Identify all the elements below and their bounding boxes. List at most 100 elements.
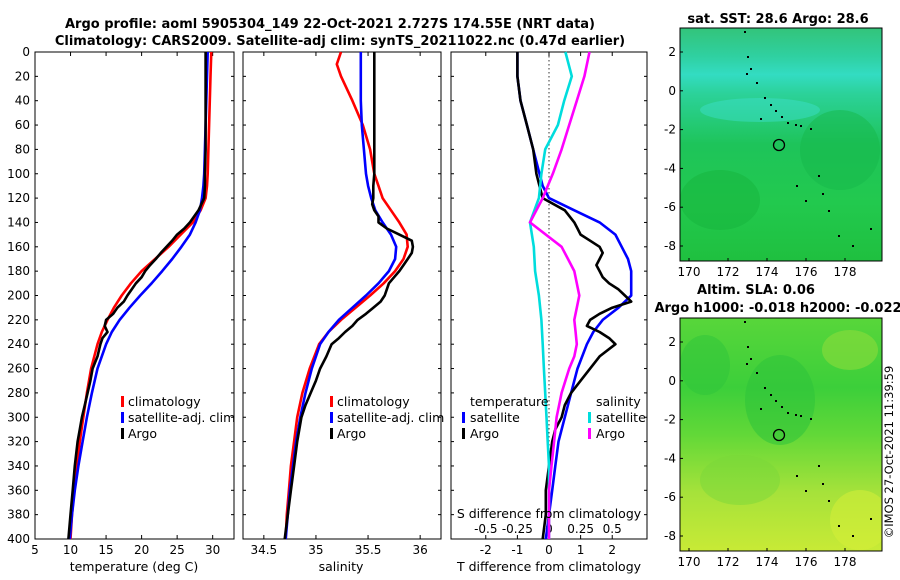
x-tick-label: 30 <box>205 543 220 557</box>
x-tick-label: 10 <box>63 543 78 557</box>
sla-argo-location-marker <box>772 428 786 442</box>
legend-satellite-adj: satellite-adj. clim <box>128 410 235 425</box>
temperature-legend: climatology satellite-adj. clim Argo <box>121 394 235 441</box>
island-speck <box>810 128 812 130</box>
map-x-tick-label: 178 <box>834 555 857 569</box>
legend-swatch-t-argo <box>462 428 465 439</box>
sst-coastline <box>744 31 872 247</box>
depth-tick-label: 380 <box>7 508 30 522</box>
island-speck <box>746 363 748 365</box>
x-tick-label: 25 <box>170 543 185 557</box>
map-y-tick-label: 2 <box>668 335 676 349</box>
depth-tick-label: 400 <box>7 532 30 546</box>
sla-map-title1: Altim. SLA: 0.06 <box>697 283 815 298</box>
island-speck <box>818 175 820 177</box>
salinity-legend: climatology satellite-adj. clim Argo <box>330 394 444 441</box>
map-x-tick-label: 176 <box>795 555 818 569</box>
map-y-tick-label: 0 <box>668 374 676 388</box>
map-x-tick-label: 170 <box>678 555 701 569</box>
legend-temperature-title: temperature <box>470 394 549 409</box>
s-diff-tick-label: 0.5 <box>603 522 622 536</box>
island-speck <box>796 185 798 187</box>
x-tick-label: -2 <box>480 543 492 557</box>
island-speck <box>764 387 766 389</box>
legend-climatology: climatology <box>337 394 410 409</box>
axes-group: 0204060801001201401601802002202402602803… <box>7 45 647 557</box>
legend-swatch-s-argo <box>588 428 591 439</box>
series-line-climatology <box>69 51 213 540</box>
map-y-tick-label: 0 <box>668 84 676 98</box>
legend-s-argo: Argo <box>596 426 625 441</box>
map-y-tick-label: -4 <box>664 451 676 465</box>
map-x-tick-label: 174 <box>756 265 779 279</box>
series-line-s-satellite <box>528 51 574 539</box>
depth-tick-label: 160 <box>7 240 30 254</box>
island-speck <box>795 124 797 126</box>
salinity-panel-frame <box>242 51 442 540</box>
island-speck <box>800 415 802 417</box>
island-speck <box>822 193 824 195</box>
island-speck <box>760 408 762 410</box>
s-diff-tick-label: -0.25 <box>502 522 533 536</box>
depth-tick-label: 300 <box>7 410 30 424</box>
sst-map-title: sat. SST: 28.6 Argo: 28.6 <box>687 12 868 27</box>
legend-swatch-argo <box>121 428 124 439</box>
x-tick-label: 35.5 <box>355 543 382 557</box>
sla-coastline <box>744 321 872 537</box>
island-speck <box>756 372 758 374</box>
legend-satellite-adj: satellite-adj. clim <box>337 410 444 425</box>
series-line-s-argo <box>528 51 591 539</box>
s-diff-tick-label: 0.25 <box>567 522 594 536</box>
map-y-tick-label: -8 <box>664 529 676 543</box>
depth-tick-label: 100 <box>7 167 30 181</box>
legend-salinity-title: salinity <box>596 394 641 409</box>
series-line-t-satellite <box>516 52 633 540</box>
island-speck <box>744 321 746 323</box>
island-speck <box>787 412 789 414</box>
depth-tick-label: 280 <box>7 386 30 400</box>
map-x-tick-label: 170 <box>678 265 701 279</box>
legend-t-argo: Argo <box>470 426 499 441</box>
legend-swatch-t-satellite <box>462 412 465 423</box>
plot-title-line1: Argo profile: aoml 5905304_149 22-Oct-20… <box>65 17 595 32</box>
depth-tick-label: 40 <box>15 94 30 108</box>
island-speck <box>800 125 802 127</box>
island-speck <box>822 483 824 485</box>
island-speck <box>838 235 840 237</box>
island-speck <box>750 68 752 70</box>
island-speck <box>805 200 807 202</box>
temperature-xlabel: temperature (deg C) <box>70 559 199 574</box>
s-diff-tick-label: -0.5 <box>474 522 497 536</box>
series-line-argo <box>67 52 207 540</box>
island-speck <box>870 518 872 520</box>
x-tick-label: 35 <box>308 543 323 557</box>
island-speck <box>775 110 777 112</box>
island-speck <box>750 358 752 360</box>
x-tick-label: 34.5 <box>250 543 277 557</box>
island-speck <box>828 210 830 212</box>
map-y-tick-label: 2 <box>668 45 676 59</box>
depth-tick-label: 240 <box>7 337 30 351</box>
legend-swatch-s-satellite <box>588 412 591 423</box>
imos-credit: ©IMOS 27-Oct-2021 11:39:59 <box>882 366 896 539</box>
legend-swatch-satellite <box>330 412 333 423</box>
island-speck <box>775 400 777 402</box>
x-tick-label: -1 <box>511 543 523 557</box>
depth-tick-label: 360 <box>7 483 30 497</box>
x-tick-label: 1 <box>577 543 585 557</box>
temperature-panel-frame <box>34 51 235 540</box>
legend-t-satellite: satellite <box>470 410 520 425</box>
depth-tick-label: 60 <box>15 118 30 132</box>
legend-argo: Argo <box>128 426 157 441</box>
island-speck <box>828 500 830 502</box>
depth-tick-label: 220 <box>7 313 30 327</box>
depth-tick-label: 320 <box>7 435 30 449</box>
sla-map-ticks: 170 172 174 176 178 2 0 -2 -4 -6 -8 <box>664 335 856 569</box>
island-speck <box>818 465 820 467</box>
depth-tick-label: 0 <box>22 45 30 59</box>
legend-swatch-climatology <box>121 396 124 407</box>
map-x-tick-label: 172 <box>717 555 740 569</box>
map-y-tick-label: -8 <box>664 239 676 253</box>
salinity-xlabel: salinity <box>319 559 364 574</box>
